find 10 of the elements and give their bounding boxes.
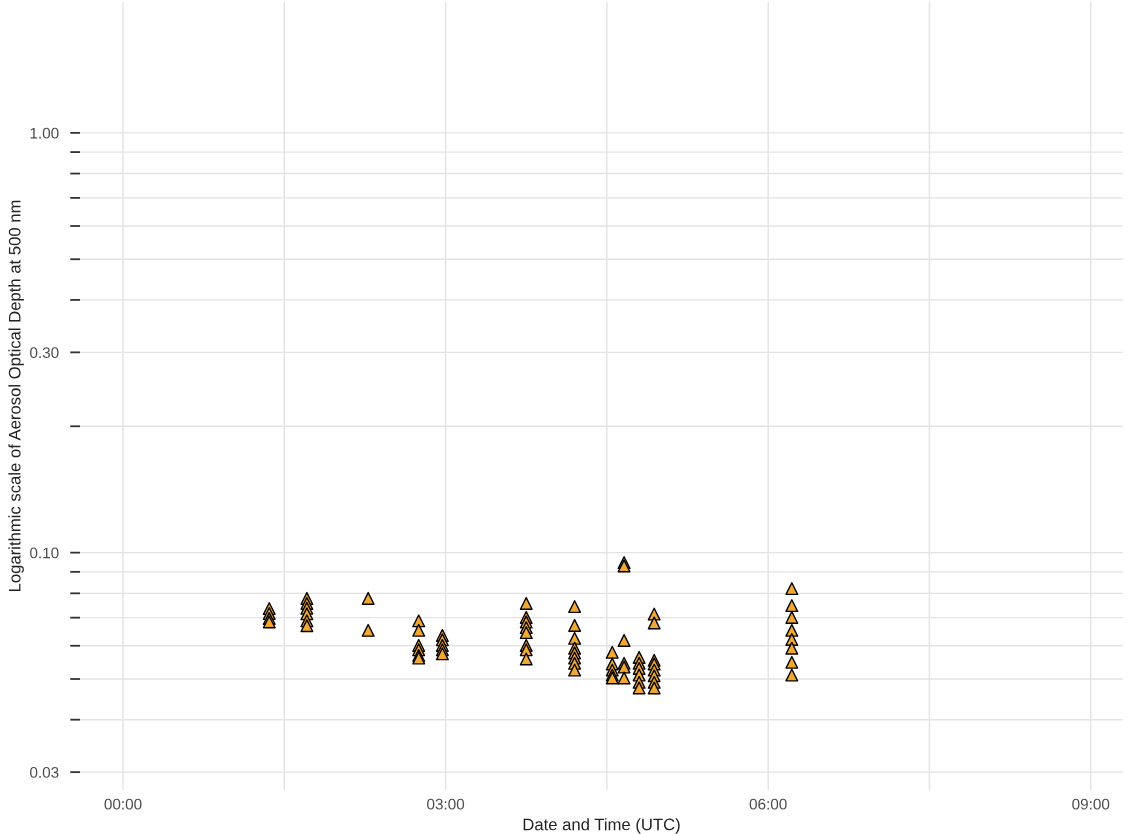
- x-tick-label: 09:00: [1072, 798, 1110, 810]
- x-tick-label: 03:00: [427, 798, 465, 810]
- x-tick-label: 06:00: [749, 798, 787, 810]
- y-tick-label: 0.03: [30, 767, 59, 778]
- y-tick-label: 0.30: [30, 347, 59, 359]
- x-axis-title: Date and Time (UTC): [523, 818, 680, 834]
- x-tick-label: 00:00: [104, 798, 142, 810]
- y-axis-title: Logarithmic scale of Aerosol Optical Depth at 500 nm: [8, 200, 24, 592]
- y-tick-label: 1.00: [30, 127, 59, 139]
- y-tick-label: 0.10: [30, 547, 59, 559]
